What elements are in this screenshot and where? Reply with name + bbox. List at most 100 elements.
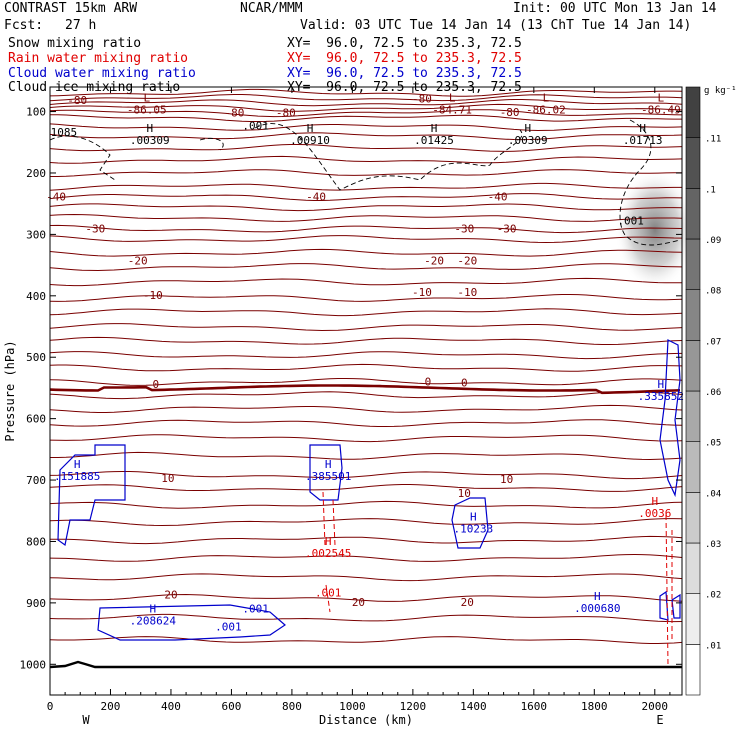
colorbar-segment <box>685 492 701 544</box>
extremum-value: .385501 <box>305 470 351 483</box>
colorbar-label: .03 <box>705 540 721 550</box>
isotherm-label: 20 <box>164 589 177 602</box>
isotherm-line <box>49 88 683 97</box>
extremum-marker: L <box>449 91 456 104</box>
isotherm-line <box>49 182 682 191</box>
isotherm-line <box>49 144 683 152</box>
x-tick-label: 1600 <box>521 700 548 713</box>
plot-frame <box>49 86 683 696</box>
east-endpoint-label: E <box>656 713 663 727</box>
x-tick-label: 1200 <box>400 700 427 713</box>
west-endpoint-label: W <box>82 713 90 727</box>
isotherm-line <box>49 248 683 257</box>
isotherm-line <box>49 132 683 141</box>
extremum-value: .01425 <box>414 134 454 147</box>
extremum-value: .151885 <box>54 470 100 483</box>
extremum-marker: L <box>543 91 550 104</box>
isotherm-label: 0 <box>425 375 432 388</box>
y-tick-label: 600 <box>26 413 46 426</box>
y-tick-label: 300 <box>26 228 46 241</box>
isotherm-line <box>49 351 683 360</box>
forecast-hours: 27 h <box>65 18 97 33</box>
isotherm-line <box>49 103 683 112</box>
isotherm-label: 10 <box>161 472 174 485</box>
colorbar-segment <box>685 593 701 645</box>
y-axis-title: Pressure (hPa) <box>3 340 17 441</box>
rain-water-contour <box>322 491 326 546</box>
colorbar-label: .08 <box>705 287 721 297</box>
x-tick-label: 1000 <box>339 700 366 713</box>
colorbar-label: .07 <box>705 337 721 347</box>
y-tick-label: 500 <box>26 351 46 364</box>
colorbar-label: .09 <box>705 236 721 246</box>
extremum-value: .00309 <box>508 134 548 147</box>
isotherm-line <box>49 203 683 212</box>
x-tick-label: 0 <box>47 700 54 713</box>
y-tick-label: 100 <box>26 106 46 119</box>
rain-water-contour <box>332 499 336 546</box>
x-tick-label: 1800 <box>581 700 608 713</box>
colorbar-label: .04 <box>705 489 721 499</box>
extremum-marker: H <box>594 590 601 603</box>
x-tick-label: 200 <box>101 700 121 713</box>
isotherm-label: 20 <box>461 596 474 609</box>
field-xy-snow: XY= 96.0, 72.5 to 235.3, 72.5 <box>287 36 522 51</box>
extremum-value: .001 <box>617 215 644 228</box>
y-tick-label: 800 <box>26 535 46 548</box>
isotherm-line <box>49 308 683 317</box>
extremum-value: -86.49 <box>641 103 681 116</box>
isotherm-line <box>49 193 683 201</box>
isotherm-line <box>49 573 683 582</box>
extremum-marker: L <box>143 91 150 104</box>
isotherm-label: -30 <box>497 223 517 236</box>
colorbar-segment <box>685 644 701 696</box>
extremum-value: .001 <box>215 621 242 634</box>
isotherm-line <box>49 336 683 345</box>
y-tick-label: 900 <box>26 597 46 610</box>
extremum-value: .01713 <box>623 134 663 147</box>
colorbar-segment <box>685 441 701 493</box>
snow-contour <box>49 119 681 246</box>
isotherm-line <box>49 99 683 107</box>
isotherm-line <box>49 323 683 332</box>
x-tick-label: 1400 <box>460 700 487 713</box>
isotherm-line <box>49 471 683 480</box>
isotherm-line <box>49 213 683 222</box>
model-title: CONTRAST 15km ARW <box>4 1 138 16</box>
snow-shading-east <box>615 170 695 290</box>
init-time: Init: 00 UTC Mon 13 Jan 14 <box>513 1 717 16</box>
extremum-marker: H <box>524 122 531 135</box>
extremum-marker: H <box>470 510 477 523</box>
isotherm-label: 0 <box>153 378 160 391</box>
extremum-marker: H <box>146 122 153 135</box>
valid-time: Valid: 03 UTC Tue 14 Jan 14 (13 ChT Tue … <box>300 18 692 33</box>
y-tick-label: 400 <box>26 290 46 303</box>
isotherm-line <box>49 363 683 372</box>
extremum-marker: H <box>658 378 665 391</box>
field-xy-cloud-water: XY= 96.0, 72.5 to 235.3, 72.5 <box>287 66 522 81</box>
isotherm-label: -30 <box>85 223 105 236</box>
isotherm-label: -80 <box>276 106 296 119</box>
organization-label: NCAR/MMM <box>240 1 303 16</box>
isotherm-line <box>49 123 683 132</box>
x-axis-title: Distance (km) <box>319 713 413 727</box>
cloud-water-contour <box>309 444 343 501</box>
field-name-rain: Rain water mixing ratio <box>8 51 189 66</box>
cloud-water-contour <box>451 497 489 549</box>
cloud-water-contour <box>97 604 286 641</box>
x-tick-label: 800 <box>282 700 302 713</box>
isotherm-line <box>49 155 683 164</box>
y-tick-label: 1000 <box>20 658 47 671</box>
colorbar-segment <box>685 390 701 442</box>
isotherm-line <box>49 613 683 623</box>
extremum-value: .001 <box>242 119 269 132</box>
extremum-marker: H <box>639 122 646 135</box>
colorbar-label: .1 <box>705 185 716 195</box>
isotherm-line <box>49 114 682 122</box>
x-tick-label: 2000 <box>642 700 669 713</box>
cloud-water-contour <box>57 444 126 547</box>
isotherm-line <box>49 434 683 443</box>
isotherm-label: -10 <box>143 289 163 302</box>
isotherm-line <box>49 636 683 644</box>
